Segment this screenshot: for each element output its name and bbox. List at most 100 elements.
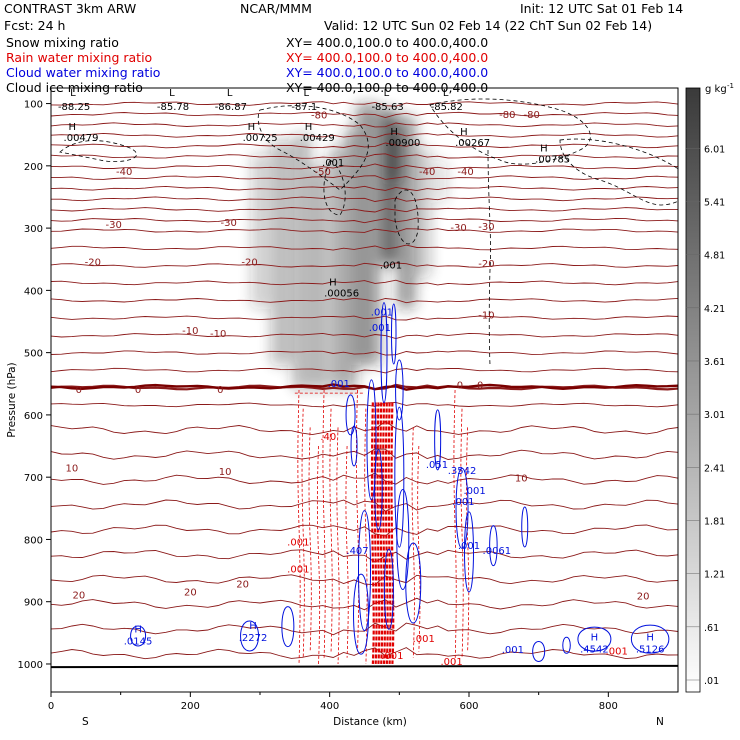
rain-contour-core xyxy=(376,402,381,665)
cloud-water-contour xyxy=(374,449,383,531)
temperature-isotherms xyxy=(51,101,678,669)
cloud-water-contour xyxy=(366,379,377,501)
cloud-water-high-value: .4542 xyxy=(580,644,609,655)
isotherm-label: 20 xyxy=(236,579,249,590)
y-tick-label: 1000 xyxy=(18,660,43,671)
colorbar-unit-exp: -1 xyxy=(727,82,734,90)
y-axis: 100 200 300 400 500 600 700 800 900 1000 xyxy=(18,100,51,671)
cloud-ice-contour xyxy=(559,138,678,206)
rain-contour-core xyxy=(384,402,389,665)
cloud-water-contour xyxy=(383,548,394,630)
center-title: NCAR/MMM xyxy=(240,1,312,16)
y-tick-label: 800 xyxy=(24,535,43,546)
rain-contour xyxy=(322,389,326,658)
snow-shading xyxy=(251,103,448,390)
rain-contour xyxy=(453,389,457,664)
snow-shade-column xyxy=(416,147,431,278)
isotherm-line xyxy=(51,153,678,159)
x-tick-label: 0 xyxy=(48,701,54,712)
isotherm-label: 0 xyxy=(477,381,483,392)
cloud-water-label: .001 xyxy=(463,486,485,497)
x-tick-label: 600 xyxy=(459,701,478,712)
x-tick-label: 400 xyxy=(320,701,339,712)
model-title: CONTRAST 3km ARW xyxy=(4,1,136,16)
isotherm-line xyxy=(51,279,678,286)
isotherm-line xyxy=(51,499,678,512)
isotherm-line xyxy=(51,549,678,563)
cloud-ice-contours xyxy=(59,98,678,366)
y-tick-label: 700 xyxy=(24,473,43,484)
colorbar-label: 1.81 xyxy=(704,516,725,527)
cloud-water-label: .001 xyxy=(371,307,393,318)
isotherm-line xyxy=(51,332,678,339)
cloud-water-contour xyxy=(350,425,358,467)
rain-contour-label: .001 xyxy=(287,538,309,549)
isotherm-label: -40 xyxy=(116,167,132,178)
plot-area: -80 -80 -80 -50 -40 -40 -40 -30 -30 -30 -30 -20 -20 -… xyxy=(51,88,678,669)
isotherm-line xyxy=(51,196,678,202)
low-value: -85.78 xyxy=(157,102,189,113)
isotherm-label: 10 xyxy=(515,473,528,484)
rain-contour xyxy=(417,446,421,652)
colorbar-unit: g kg xyxy=(705,84,727,95)
colorbar-label: 4.21 xyxy=(704,304,725,315)
rain-contour xyxy=(308,427,312,652)
cloud-water-contour xyxy=(405,542,422,624)
plot-frame xyxy=(50,87,679,693)
y-tick-label: 900 xyxy=(24,598,43,609)
rain-contour xyxy=(345,446,349,658)
isotherm-line xyxy=(51,217,678,224)
snow-shade-column xyxy=(435,159,448,204)
cloud-ice-high-value: .00429 xyxy=(300,133,335,144)
cloud-water-contour xyxy=(577,626,612,652)
cloud-water-high-marker: H xyxy=(591,632,599,643)
isotherm-line xyxy=(51,420,678,436)
y-tick-label: 200 xyxy=(24,162,43,173)
isotherm-line xyxy=(51,185,678,192)
x-axis-label: Distance (km) xyxy=(333,716,407,728)
cloud-ice-contour xyxy=(59,140,137,163)
cloud-water-contour xyxy=(353,573,370,655)
cloud-water-label: .0061 xyxy=(483,546,512,557)
legend: Snow mixing ratio Rain water mixing rati… xyxy=(6,35,488,95)
snow-shade-column xyxy=(329,147,344,390)
cloud-water-contour xyxy=(345,394,356,436)
isotherm-line xyxy=(51,244,678,251)
low-marker: L xyxy=(227,88,233,99)
cloud-ice-high-value: .00267 xyxy=(455,138,490,149)
cloud-ice-contour xyxy=(429,98,591,165)
rain-contour-core xyxy=(382,402,386,665)
cloud-water-label: .001 xyxy=(458,541,480,552)
x-tick-label: 800 xyxy=(599,701,618,712)
cloud-ice-high-value: .00725 xyxy=(243,133,278,144)
legend-snow-xy: XY= 400.0,100.0 to 400.0,400.0 xyxy=(286,35,488,50)
cloud-water-label: .001 xyxy=(452,497,474,508)
cloud-water-label: .001 xyxy=(328,379,350,390)
rain-contour-core xyxy=(373,402,378,665)
colorbar-label: .61 xyxy=(704,623,719,634)
isotherm-line xyxy=(51,472,678,485)
cloud-water-contour xyxy=(631,624,670,654)
colorbar-label: 5.41 xyxy=(704,197,725,208)
rain-contour xyxy=(460,408,464,658)
colorbar-label: 6.01 xyxy=(704,144,725,155)
isotherm-line xyxy=(51,401,678,408)
low-marker: L xyxy=(443,88,449,99)
cloud-ice-high-value: .00785 xyxy=(535,155,570,166)
y-tick-label: 400 xyxy=(24,286,43,297)
cloud-water-contour xyxy=(396,488,410,590)
freezing-level-line xyxy=(51,383,678,391)
isotherm-label: 20 xyxy=(637,592,650,603)
cloud-water-contour xyxy=(394,406,405,548)
low-marker: L xyxy=(169,88,175,99)
isotherm-line xyxy=(51,207,678,213)
isotherm-line xyxy=(51,122,678,128)
rain-contour xyxy=(329,408,333,652)
isotherm-label: -80 xyxy=(311,110,327,121)
isotherm-line xyxy=(51,175,678,180)
snow-contour xyxy=(487,149,491,366)
cloud-water-contour xyxy=(464,511,474,593)
cloud-ice-contour xyxy=(323,159,346,216)
cloud-water-contour xyxy=(521,506,529,548)
rain-contour xyxy=(336,427,340,664)
